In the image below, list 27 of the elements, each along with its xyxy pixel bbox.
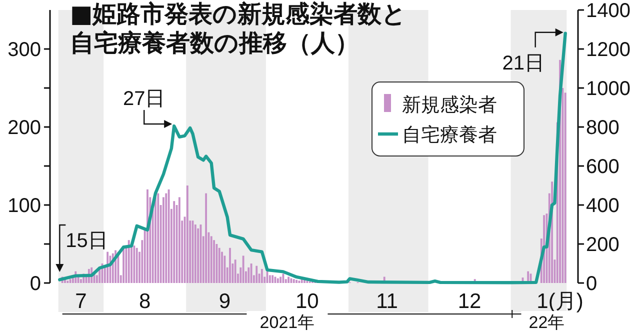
x-tick-label: 7 — [75, 290, 87, 313]
chart-title: ■姫路市発表の新規感染者数と自宅療養者数の推移（人） — [70, 0, 408, 58]
x-tick-label: 10 — [295, 290, 319, 313]
y-tick-label: 100 — [8, 195, 41, 217]
y2-tick-label: 200 — [586, 234, 620, 256]
y2-tick-label: 600 — [586, 156, 620, 178]
legend-label: 新規感染者 — [402, 94, 497, 116]
y2-tick-label: 1400 — [586, 0, 630, 22]
y2-tick-label: 400 — [586, 195, 620, 217]
legend-label: 自宅療養者 — [402, 124, 497, 146]
x-tick-label: 11 — [376, 290, 398, 313]
y-tick-label: 200 — [8, 117, 41, 139]
text: 22年 — [528, 313, 565, 332]
x-tick-label: 1(月) — [536, 290, 584, 313]
y2-tick-label: 1200 — [586, 39, 630, 61]
text: 2021年 — [260, 313, 315, 332]
annotation: 27日 — [122, 88, 166, 110]
annotation: 15日 — [66, 230, 108, 252]
annotation: 21日 — [502, 52, 544, 74]
y2-tick-label: 800 — [586, 117, 620, 139]
x-tick-label: 12 — [458, 290, 482, 313]
x-tick-label: 8 — [138, 290, 151, 313]
y-tick-label: 0 — [30, 273, 41, 295]
y2-tick-label: 1000 — [586, 78, 630, 100]
y2-tick-label: 0 — [586, 273, 598, 295]
x-tick-label: 9 — [218, 290, 231, 313]
y-tick-label: 300 — [8, 39, 41, 61]
